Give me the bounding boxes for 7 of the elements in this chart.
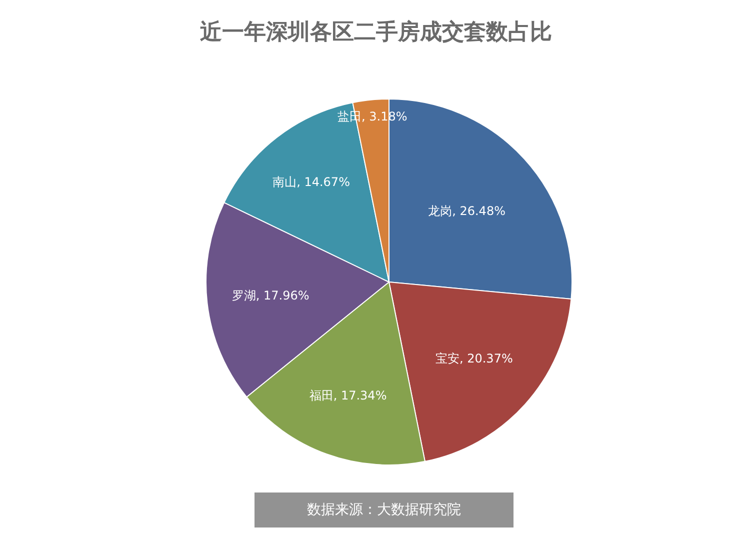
slice-label: 龙岗, 26.48% bbox=[428, 204, 506, 218]
chart-title: 近一年深圳各区二手房成交套数占比 bbox=[199, 19, 552, 45]
slice-label: 福田, 17.34% bbox=[309, 388, 387, 402]
slice-label: 宝安, 20.37% bbox=[435, 352, 513, 366]
source-note: 数据来源：大数据研究院 bbox=[307, 502, 461, 518]
slice-label: 南山, 14.67% bbox=[272, 174, 350, 189]
slice-label: 罗湖, 17.96% bbox=[232, 288, 310, 303]
